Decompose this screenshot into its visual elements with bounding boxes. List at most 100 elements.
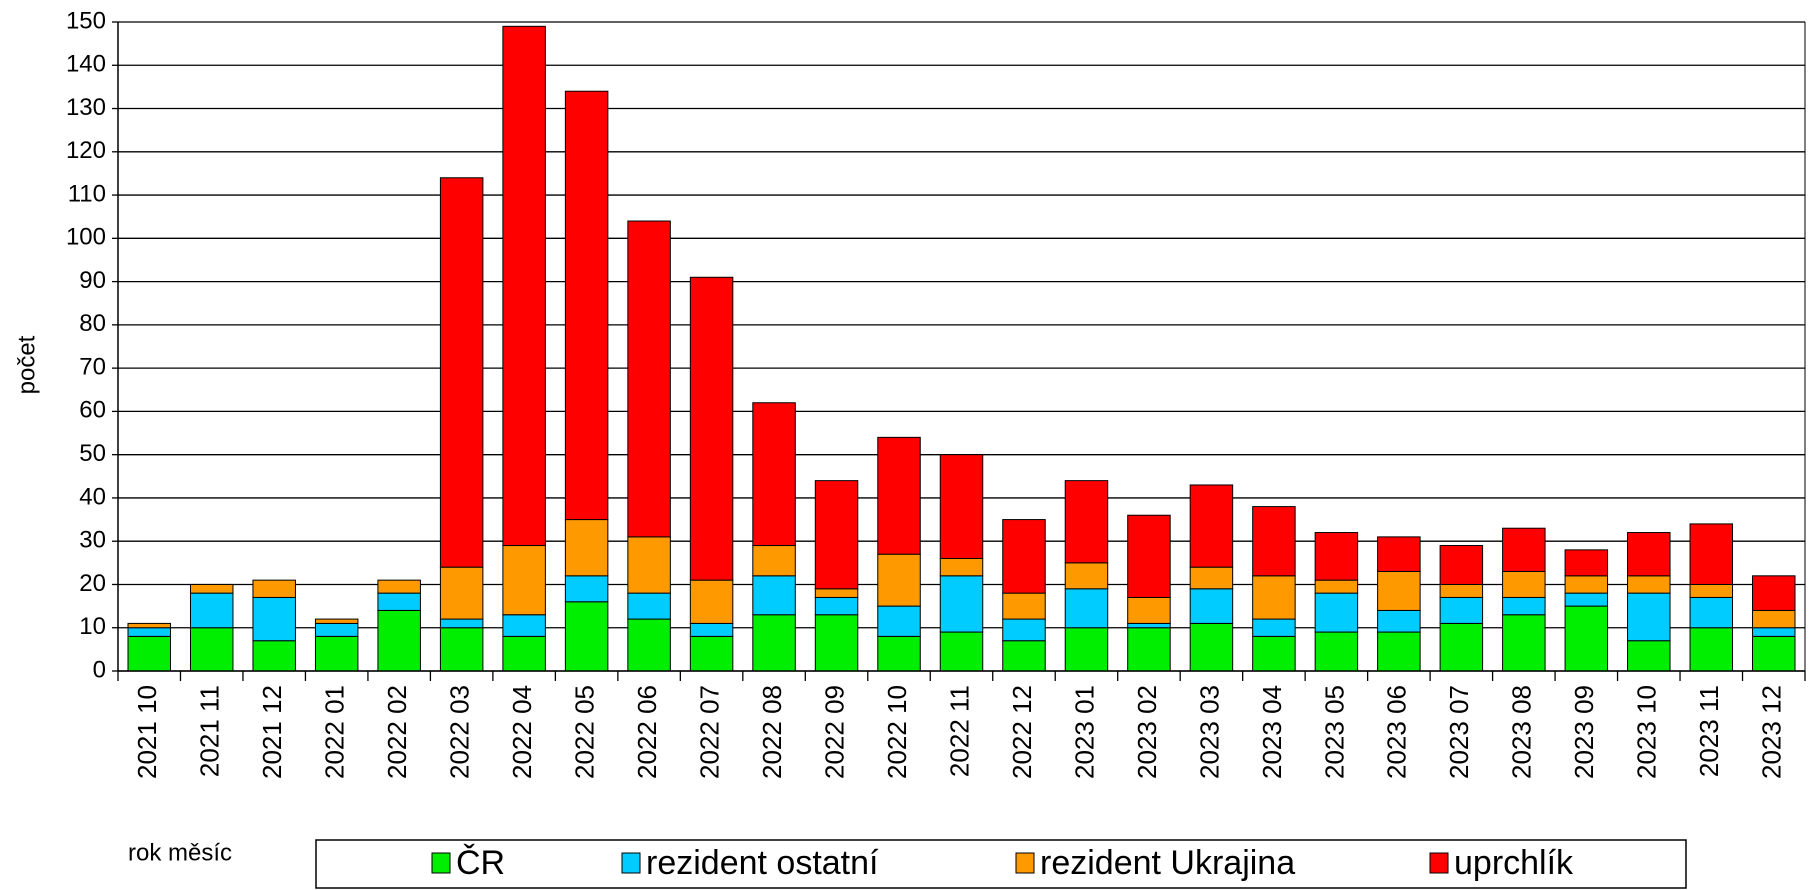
bar-segment <box>752 575 796 616</box>
legend-label: uprchlík <box>1454 844 1574 882</box>
bar-segment <box>814 614 859 672</box>
y-tick-label: 40 <box>79 483 106 510</box>
y-axis-label: počet <box>13 335 40 394</box>
legend-label: ČR <box>456 844 505 882</box>
y-tick-label: 150 <box>66 7 106 34</box>
bar-segment <box>1502 596 1546 616</box>
x-tick-label: 2023 07 <box>1444 685 1474 779</box>
bar-segment <box>1314 592 1359 633</box>
bar-segment <box>377 592 421 611</box>
bar-segment <box>502 25 546 547</box>
bar-segment <box>252 596 296 642</box>
bar-segment <box>1689 523 1734 585</box>
bar-segment <box>1002 519 1046 594</box>
legend-swatch <box>621 852 641 874</box>
bar-segment <box>502 545 546 616</box>
bar-segment <box>1377 570 1421 611</box>
bar-segment <box>1189 588 1234 624</box>
bar-segment <box>1502 614 1546 672</box>
x-tick-label: 2023 12 <box>1757 685 1787 779</box>
bar-segment <box>502 635 546 672</box>
bar-segment <box>1064 588 1109 629</box>
legend-box <box>315 839 1687 889</box>
bar-segment <box>1752 575 1796 611</box>
y-tick-label: 10 <box>79 613 106 640</box>
bar-segment <box>752 614 796 672</box>
x-tick-label: 2022 06 <box>632 685 662 779</box>
bar-segment <box>1189 484 1234 568</box>
x-tick-label: 2022 09 <box>819 685 849 779</box>
bar-segment <box>252 579 296 598</box>
bar-segment <box>1002 592 1046 620</box>
bar-segment <box>127 635 171 672</box>
x-tick-label: 2023 03 <box>1194 685 1224 779</box>
x-tick-label: 2021 12 <box>257 685 287 779</box>
bar-segment <box>1689 627 1734 672</box>
bar-segment <box>314 618 359 624</box>
bar-segment <box>1439 545 1484 585</box>
bar-segment <box>439 566 484 620</box>
bar-segment <box>314 622 359 637</box>
x-tick-label: 2023 06 <box>1382 685 1412 779</box>
x-tick-label: 2023 09 <box>1569 685 1599 779</box>
bar-segment <box>1252 506 1296 577</box>
bar-segment <box>1377 536 1421 572</box>
y-tick-label: 100 <box>66 224 106 251</box>
y-tick-label: 130 <box>66 94 106 121</box>
bar-segment <box>877 635 921 672</box>
legend-swatch <box>431 852 451 874</box>
bar-segment <box>189 592 234 629</box>
bar-segment <box>1064 627 1109 672</box>
bar-segment <box>189 583 234 594</box>
bar-segment <box>1189 566 1234 590</box>
bar-segment <box>127 622 171 629</box>
x-tick-label: 2022 05 <box>569 685 599 779</box>
y-tick-label: 140 <box>66 51 106 78</box>
legend-swatch <box>1429 852 1449 874</box>
bar-segment <box>564 90 609 521</box>
bar-segment <box>1564 575 1609 594</box>
bar-segment <box>1002 618 1046 642</box>
bar-segment <box>939 631 984 672</box>
bar-segment <box>1439 622 1484 672</box>
x-tick-label: 2022 04 <box>507 685 537 779</box>
x-tick-label: 2022 12 <box>1007 685 1037 779</box>
bar-segment <box>627 618 671 672</box>
bar-segment <box>1127 514 1171 598</box>
bar-segment <box>1252 575 1296 620</box>
bar-segment <box>439 618 484 629</box>
bar-segment <box>752 402 796 547</box>
y-tick-label: 50 <box>79 440 106 467</box>
bar-segment <box>1064 480 1109 564</box>
bar-segment <box>314 635 359 672</box>
bar-segment <box>1627 640 1671 672</box>
bar-segment <box>1627 532 1671 577</box>
bar-segment <box>939 558 984 577</box>
bar-segment <box>377 579 421 594</box>
bar-segment <box>1314 631 1359 672</box>
bar-segment <box>564 601 609 672</box>
x-tick-label: 2023 04 <box>1257 685 1287 779</box>
x-tick-label: 2022 03 <box>445 685 475 779</box>
bar-segment <box>1564 592 1609 607</box>
bar-segment <box>1314 579 1359 594</box>
x-tick-label: 2023 10 <box>1632 685 1662 779</box>
bar-segment <box>814 480 859 590</box>
bar-segment <box>1502 527 1546 572</box>
bar-segment <box>1377 631 1421 672</box>
legend-swatch <box>1015 852 1035 874</box>
bar-segment <box>1252 635 1296 672</box>
x-tick-label: 2023 01 <box>1069 685 1099 779</box>
bar-segment <box>1252 618 1296 637</box>
bar-segment <box>1439 583 1484 598</box>
bar-segment <box>1064 562 1109 590</box>
x-tick-label: 2022 11 <box>944 685 974 777</box>
bar-segment <box>439 627 484 672</box>
bar-segment <box>1752 609 1796 629</box>
bar-segment <box>439 177 484 568</box>
bar-segment <box>189 627 234 672</box>
bar-segment <box>877 436 921 555</box>
bar-segment <box>939 454 984 560</box>
bar-segment <box>1627 592 1671 642</box>
